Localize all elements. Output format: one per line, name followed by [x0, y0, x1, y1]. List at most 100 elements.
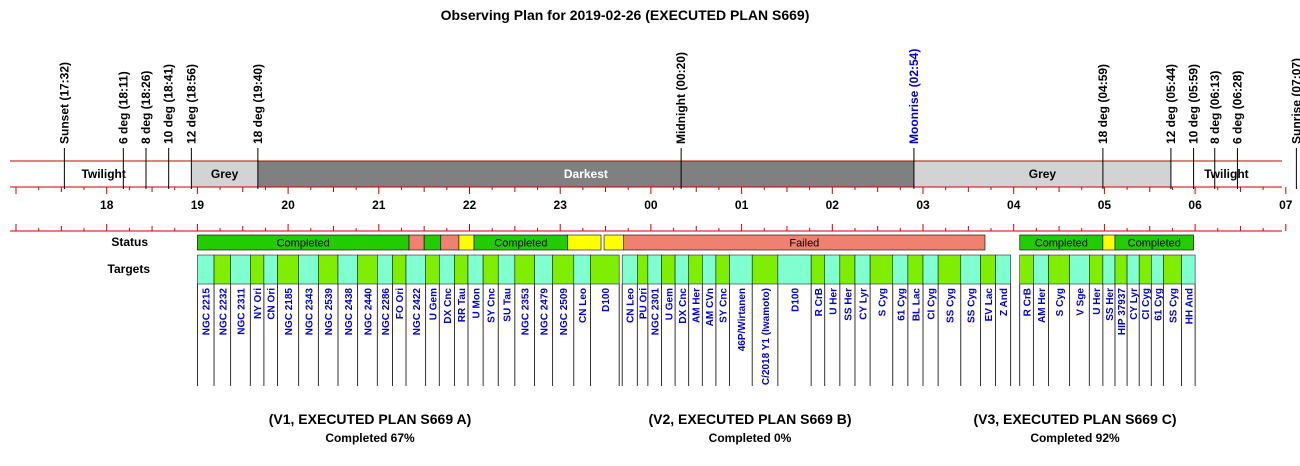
hour-tick-label-07: 07: [1279, 198, 1293, 212]
target-label-sy-cnc-17: SY Cnc: [487, 288, 498, 323]
target-bar-ngc-2286-10: [377, 254, 393, 285]
status-segment-failed-1: [408, 234, 425, 251]
target-bar-dx-cnc-14: [439, 254, 455, 285]
hour-tick-label-04: 04: [1007, 198, 1021, 212]
status-label-8: Failed: [789, 238, 819, 250]
target-bar-r-crb-35: [810, 254, 825, 285]
hour-tick-label-05: 05: [1098, 198, 1112, 212]
target-bar-ngc-2301-26: [647, 254, 662, 285]
band-label-twilight-0: Twilight: [81, 167, 125, 181]
event-label-12-deg-05-44: 12 deg (05:44): [1164, 64, 1178, 144]
target-bar-z-and-46: [995, 254, 1011, 285]
target-bar-cn-ori-4: [263, 254, 278, 285]
target-bar-61-cyg-56: [1151, 254, 1164, 285]
target-bar-ss-her-52: [1102, 254, 1116, 285]
plan-name-2: (V3, EXECUTED PLAN S669 C): [973, 411, 1176, 427]
event-label-6-deg-06-28: 6 deg (06:28): [1230, 71, 1244, 144]
target-label-ngc-2301-26: NGC 2301: [651, 288, 662, 336]
event-label-sunset-17-32: Sunset (17:32): [57, 62, 71, 144]
target-label-ci-cyg-55: CI Cyg: [1141, 288, 1152, 320]
target-bar-rr-tau-15: [454, 254, 469, 285]
event-label-moonrise-02-54: Moonrise (02:54): [907, 49, 921, 144]
band-label-twilight-4: Twilight: [1204, 167, 1248, 181]
target-bar-46p-wirtanen-32: [729, 254, 753, 285]
target-label-c-2018-y1-iwamoto-33: C/2018 Y1 (Iwamoto): [761, 288, 772, 385]
target-bar-am-her-48: [1033, 254, 1049, 285]
target-label-r-crb-35: R CrB: [814, 288, 825, 316]
target-label-ss-cyg-57: SS Cyg: [1168, 288, 1179, 323]
target-bar-am-her-29: [688, 254, 703, 285]
target-bar-u-her-51: [1089, 254, 1104, 285]
target-bar-ss-cyg-57: [1163, 254, 1182, 285]
target-bar-ev-lac-45: [980, 254, 996, 285]
target-bar-ngc-2232-1: [213, 254, 231, 285]
target-label-am-cvn-30: AM CVn: [705, 288, 716, 326]
target-label-fo-ori-11: FO Ori: [395, 288, 406, 319]
target-bar-ngc-2479-20: [534, 254, 553, 285]
status-segment-partial-10: [1102, 234, 1116, 251]
event-label-6-deg-18-11: 6 deg (18:11): [116, 71, 130, 144]
target-bar-ngc-2509-21: [552, 254, 575, 285]
event-label-10-deg-05-59: 10 deg (05:59): [1187, 64, 1201, 144]
event-label-12-deg-18-56: 12 deg (18:56): [184, 64, 198, 144]
target-label-su-tau-18: SU Tau: [503, 288, 514, 322]
target-label-ngc-2215-0: NGC 2215: [202, 288, 213, 336]
target-bar-ss-cyg-43: [937, 254, 962, 285]
band-grey-3: [913, 161, 1171, 187]
event-label-8-deg-06-13: 8 deg (06:13): [1208, 71, 1222, 144]
hour-tick-label-19: 19: [191, 198, 205, 212]
target-bar-ngc-2311-2: [230, 254, 251, 285]
hour-tick-label-18: 18: [100, 198, 114, 212]
target-label-61-cyg-40: 61 Cyg: [896, 288, 907, 321]
target-bar-ngc-2343-6: [298, 254, 319, 285]
target-bar-s-cyg-39: [869, 254, 894, 285]
target-bar-cy-lyr-54: [1126, 254, 1140, 285]
target-bar-ny-ori-3: [250, 254, 265, 285]
target-bar-ss-cyg-44: [960, 254, 981, 285]
target-label-ngc-2232-1: NGC 2232: [218, 288, 229, 336]
target-label-cn-leo-22: CN Leo: [578, 288, 589, 323]
target-bar-cn-leo-24: [621, 254, 638, 285]
status-label-9: Completed: [1035, 238, 1088, 250]
event-label-18-deg-19-40: 18 deg (19:40): [251, 64, 265, 144]
target-label-u-her-36: U Her: [828, 288, 839, 315]
target-label-s-cyg-39: S Cyg: [877, 288, 888, 316]
target-label-ci-cyg-42: CI Cyg: [927, 288, 938, 320]
band-darkest-2: [257, 161, 914, 187]
band-twilight-4: [1170, 161, 1282, 187]
target-label-hip-37937-53: HIP 37937: [1117, 288, 1128, 336]
target-label-sy-cnc-31: SY Cnc: [719, 288, 730, 323]
target-bar-61-cyg-40: [892, 254, 909, 285]
target-label-ngc-2353-19: NGC 2353: [521, 288, 532, 336]
target-bar-am-cvn-30: [702, 254, 717, 285]
status-segment-failed-8: [623, 234, 986, 251]
band-twilight-0: [16, 161, 192, 187]
target-label-ngc-2286-10: NGC 2286: [381, 288, 392, 336]
event-label-sunrise-07-07: Sunrise (07:07): [1289, 58, 1300, 144]
band-grey-1: [191, 161, 258, 187]
target-bar-bl-lac-41: [907, 254, 924, 285]
plan-completion-0: Completed 67%: [325, 431, 415, 445]
target-label-ss-her-52: SS Her: [1105, 288, 1116, 321]
target-bar-ngc-2422-12: [405, 254, 426, 285]
event-label-18-deg-04-59: 18 deg (04:59): [1096, 64, 1110, 144]
target-label-d100-23: D100: [601, 288, 612, 312]
target-bar-ci-cyg-55: [1138, 254, 1152, 285]
target-bar-d100-23: [590, 254, 620, 285]
target-bar-ngc-2185-5: [277, 254, 299, 285]
plan-completion-2: Completed 92%: [1030, 431, 1120, 445]
band-label-grey-3: Grey: [1029, 167, 1057, 181]
target-bar-u-gem-13: [425, 254, 440, 285]
target-bar-u-her-36: [824, 254, 841, 285]
target-bar-ngc-2438-8: [337, 254, 358, 285]
target-label-z-and-46: Z And: [999, 288, 1010, 316]
plan-name-1: (V2, EXECUTED PLAN S669 B): [648, 411, 851, 427]
target-bar-d100-34: [777, 254, 812, 285]
target-label-ngc-2440-9: NGC 2440: [363, 288, 374, 336]
target-label-pu-ori-25: PU Ori: [639, 288, 650, 319]
target-label-am-her-48: AM Her: [1037, 288, 1048, 323]
target-label-ss-her-37: SS Her: [843, 288, 854, 321]
target-label-dx-cnc-14: DX Cnc: [443, 288, 454, 324]
hour-tick-label-21: 21: [372, 198, 386, 212]
